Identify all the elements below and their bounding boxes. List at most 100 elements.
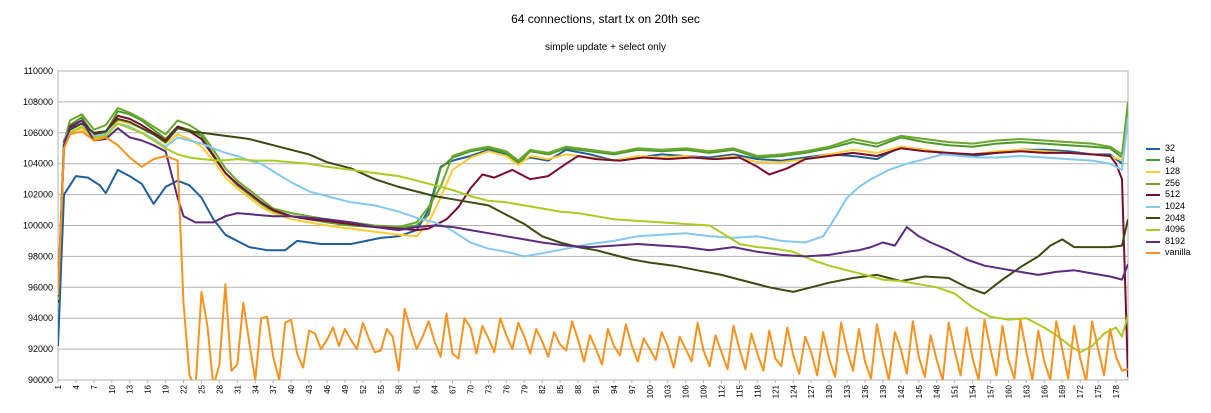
y-tick-label: 98000 (28, 251, 53, 261)
legend-swatch (1146, 240, 1160, 243)
legend-item-2048: 2048 (1146, 213, 1191, 225)
y-tick-label: 110000 (24, 66, 53, 76)
chart-subtitle: simple update + select only (545, 42, 666, 53)
legend-item-8192: 8192 (1146, 236, 1191, 248)
x-tick-label: 178 (1112, 384, 1121, 398)
x-tick-label: 148 (933, 384, 942, 398)
legend-item-256: 256 (1146, 178, 1191, 190)
x-tick-label: 85 (556, 384, 565, 393)
y-tick-label: 90000 (28, 375, 53, 385)
chart-title: 64 connections, start tx on 20th sec (511, 12, 700, 26)
x-tick-label: 130 (825, 384, 834, 398)
legend-label: 1024 (1165, 200, 1186, 211)
legend-label: 512 (1165, 189, 1181, 200)
x-tick-label: 46 (323, 384, 332, 393)
x-tick-label: 64 (431, 384, 440, 393)
legend-swatch (1146, 170, 1160, 173)
series-line-8192 (58, 119, 1128, 297)
x-tick-label: 88 (574, 384, 583, 393)
x-tick-label: 43 (305, 384, 314, 393)
x-tick-label: 1 (54, 384, 63, 389)
x-tick-label: 142 (897, 384, 906, 398)
x-tick-label: 94 (610, 384, 619, 393)
x-tick-label: 136 (861, 384, 870, 398)
x-tick-label: 55 (377, 384, 386, 393)
series-line-64 (58, 104, 1128, 296)
x-tick-label: 13 (126, 384, 135, 393)
x-tick-label: 52 (359, 384, 368, 393)
x-tick-label: 139 (879, 384, 888, 398)
legend-swatch (1146, 194, 1160, 197)
x-tick-label: 163 (1022, 384, 1031, 398)
legend-item-32: 32 (1146, 143, 1191, 155)
x-tick-label: 34 (251, 384, 260, 393)
x-tick-label: 127 (807, 384, 816, 398)
legend-item-128: 128 (1146, 166, 1191, 178)
legend-swatch (1146, 228, 1160, 231)
y-tick-label: 104000 (23, 159, 53, 169)
legend-swatch (1146, 182, 1160, 185)
legend-item-4096: 4096 (1146, 224, 1191, 236)
x-tick-label: 16 (144, 384, 153, 393)
y-tick-label: 96000 (28, 282, 53, 292)
x-tick-label: 106 (682, 384, 691, 398)
x-tick-label: 145 (915, 384, 924, 398)
x-tick-label: 151 (951, 384, 960, 398)
x-tick-label: 76 (502, 384, 511, 393)
x-tick-label: 79 (520, 384, 529, 393)
y-axis-ticks: 90000 92000 94000 96000 98000 100000 102000 104… (23, 66, 53, 385)
x-tick-label: 172 (1076, 384, 1085, 398)
x-tick-label: 70 (466, 384, 475, 393)
x-tick-label: 73 (484, 384, 493, 393)
x-tick-label: 103 (664, 384, 673, 398)
series-line-512 (58, 114, 1128, 377)
legend-label: 4096 (1165, 224, 1186, 235)
series-line-4096 (58, 122, 1128, 354)
legend-swatch (1146, 252, 1160, 255)
x-tick-label: 97 (628, 384, 637, 393)
x-tick-label: 28 (215, 384, 224, 393)
x-tick-label: 121 (771, 384, 780, 398)
legend-item-vanilla: vanilla (1146, 247, 1191, 259)
legend-swatch (1146, 217, 1160, 220)
legend-label: 128 (1165, 166, 1181, 177)
legend-label: 8192 (1165, 235, 1186, 246)
x-tick-label: 112 (718, 384, 727, 397)
series-line-2048 (58, 117, 1128, 303)
x-axis-ticks: 1 4 7 10 13 16 19 22 25 28 31 34 37 40 43 46 49 52 55 58 61 6… (54, 380, 1121, 398)
legend-label: 64 (1165, 154, 1176, 165)
legend-item-512: 512 (1146, 189, 1191, 201)
legend-label: 256 (1165, 177, 1181, 188)
x-tick-label: 154 (969, 384, 978, 398)
y-tick-label: 100000 (23, 221, 53, 231)
chart-legend: 32 64 128 256 512 1024 2048 4096 8192 vanilla (1146, 143, 1191, 259)
x-tick-label: 115 (735, 384, 744, 397)
x-tick-label: 109 (700, 384, 709, 398)
y-tick-label: 108000 (23, 97, 53, 107)
legend-swatch (1146, 205, 1160, 208)
x-tick-label: 25 (197, 384, 206, 393)
x-tick-label: 7 (90, 384, 99, 389)
legend-swatch (1146, 147, 1160, 150)
legend-label: 32 (1165, 143, 1176, 153)
series-line-128 (58, 119, 1128, 303)
x-tick-label: 91 (592, 384, 601, 393)
series-line-256 (58, 101, 1128, 291)
x-tick-label: 175 (1094, 384, 1103, 398)
y-tick-label: 106000 (23, 128, 53, 138)
x-tick-label: 22 (180, 384, 189, 393)
x-tick-label: 166 (1040, 384, 1049, 398)
legend-item-64: 64 (1146, 155, 1191, 167)
x-tick-label: 100 (646, 384, 655, 398)
y-tick-label: 102000 (23, 190, 53, 200)
x-tick-label: 82 (538, 384, 547, 393)
series-line-vanilla (58, 130, 1128, 380)
y-tick-label: 94000 (28, 313, 53, 323)
legend-item-1024: 1024 (1146, 201, 1191, 213)
x-tick-label: 40 (287, 384, 296, 393)
x-tick-label: 160 (1004, 384, 1013, 398)
x-tick-label: 49 (341, 384, 350, 393)
x-tick-label: 118 (753, 384, 762, 397)
x-tick-label: 157 (987, 384, 996, 398)
x-tick-label: 124 (789, 384, 798, 398)
